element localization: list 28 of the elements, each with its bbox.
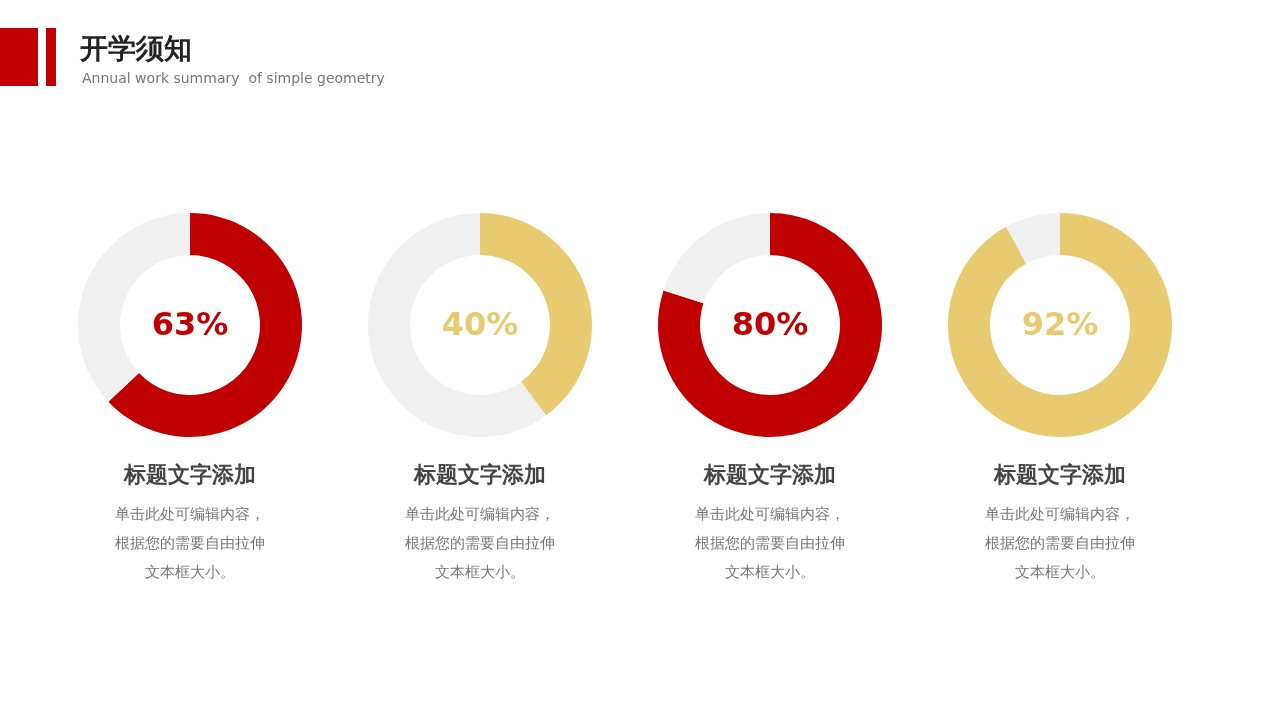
data-label: 92% [1021,305,1099,343]
donut-slice [368,213,546,437]
donut-slice [658,213,882,437]
text: Annual work summary of simple geometry [82,70,385,86]
data-label: 63% [151,305,229,343]
text: 文本框大小。 [725,563,815,581]
data-label: 40% [441,305,519,343]
text: 文本框大小。 [435,563,525,581]
text: 文本框大小。 [145,563,235,581]
text: 单击此处可编辑内容， [985,505,1135,523]
text: 标题文字添加 [413,462,546,487]
text: 单击此处可编辑内容， [115,505,265,523]
text: 开学须知 [80,31,192,67]
text: 根据您的需要自由拉伸 [985,534,1135,552]
text: 单击此处可编辑内容， [405,505,555,523]
text: 标题文字添加 [123,462,256,487]
text: 根据您的需要自由拉伸 [115,534,265,552]
donut-slice [108,213,302,437]
data-label: 80% [731,305,809,343]
text: 标题文字添加 [993,462,1126,487]
donut-slice [663,213,770,304]
text: 文本框大小。 [1015,563,1105,581]
donut-slice [1006,213,1060,264]
text: 根据您的需要自由拉伸 [405,534,555,552]
text: 单击此处可编辑内容， [695,505,845,523]
text: 根据您的需要自由拉伸 [695,534,845,552]
donut-slice [948,213,1172,437]
text: 标题文字添加 [703,462,836,487]
